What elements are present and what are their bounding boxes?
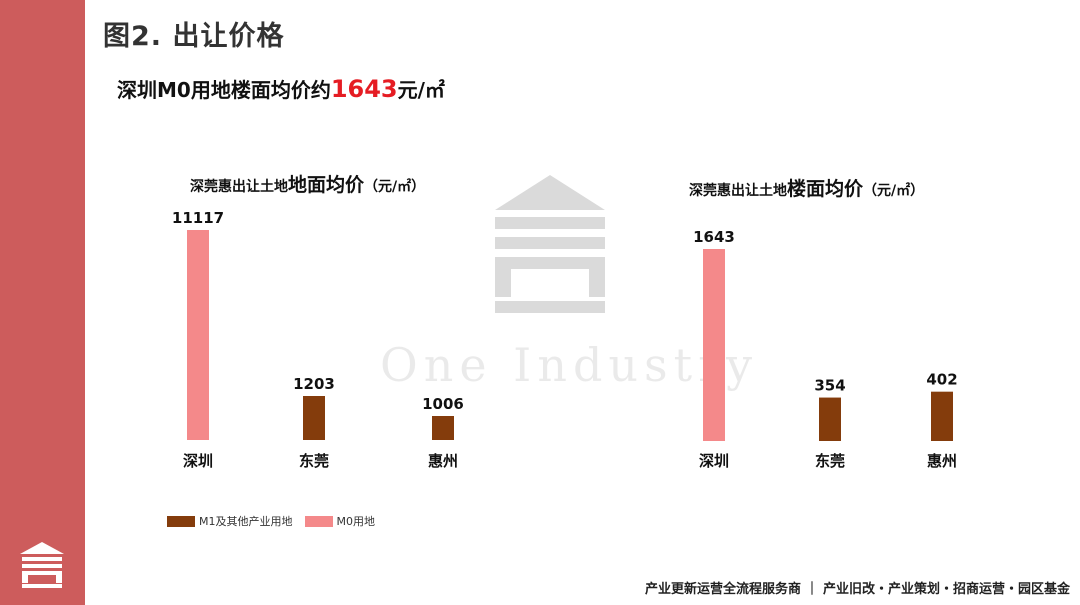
chart-2-value-label-3: 402 bbox=[926, 371, 957, 389]
subtitle-prefix: 深圳M0用地楼面均价约 bbox=[117, 78, 331, 102]
chart-2-value-label-2: 354 bbox=[814, 377, 845, 395]
chart-1-value-label-3: 1006 bbox=[422, 395, 464, 413]
legend-swatch-m1 bbox=[167, 515, 195, 527]
chart-2-category-label-1: 深圳 bbox=[699, 452, 729, 470]
legend-item-m1: M1及其他产业用地 bbox=[167, 513, 293, 529]
chart-1-title-unit: （元/㎡） bbox=[364, 179, 426, 195]
chart-2-title-emphasis: 楼面均价 bbox=[787, 178, 864, 200]
chart-2-title-unit: （元/㎡） bbox=[863, 183, 925, 199]
legend-swatch-m0 bbox=[304, 515, 333, 527]
chart-1-title-emphasis: 地面均价 bbox=[288, 174, 365, 196]
chart-2-category-label-3: 惠州 bbox=[927, 452, 957, 470]
chart-2-title-prefix: 深莞惠出让土地 bbox=[689, 183, 787, 199]
brand-logo-icon bbox=[20, 542, 64, 588]
chart-2-category-label-2: 东莞 bbox=[815, 452, 845, 470]
page-title: 图2. 出让价格 bbox=[103, 21, 285, 52]
chart-2-bar-3 bbox=[931, 391, 953, 441]
page-subtitle: 深圳M0用地楼面均价约1643元/㎡ bbox=[117, 74, 445, 103]
subtitle-suffix: 元/㎡ bbox=[397, 78, 445, 102]
chart-1-title: 深莞惠出让土地地面均价（元/㎡） bbox=[190, 170, 425, 197]
legend-label-m0: M0用地 bbox=[336, 515, 376, 528]
watermark-text: One Industry bbox=[380, 338, 759, 392]
chart-2-bar-2 bbox=[819, 397, 841, 441]
watermark-logo-icon bbox=[495, 175, 605, 313]
chart-1-title-prefix: 深莞惠出让土地 bbox=[190, 179, 288, 195]
chart-2-value-label-1: 1643 bbox=[693, 228, 735, 246]
sidebar-band bbox=[0, 0, 85, 605]
subtitle-value: 1643 bbox=[330, 75, 398, 103]
chart-1-category-label-2: 东莞 bbox=[299, 452, 329, 470]
legend-item-m0: M0用地 bbox=[304, 513, 376, 529]
chart-1-bar-2 bbox=[303, 396, 325, 440]
chart-1-bar-3 bbox=[432, 416, 454, 440]
legend-label-m1: M1及其他产业用地 bbox=[199, 515, 293, 528]
chart-1-value-label-1: 11117 bbox=[172, 209, 224, 227]
chart-1-category-label-1: 深圳 bbox=[183, 452, 213, 470]
chart-1-value-label-2: 1203 bbox=[293, 375, 335, 393]
chart-1-bar-1 bbox=[187, 230, 209, 440]
chart-legend: M1及其他产业用地 M0用地 bbox=[167, 513, 387, 529]
chart-2-title: 深莞惠出让土地楼面均价（元/㎡） bbox=[689, 174, 924, 201]
chart-1-category-label-3: 惠州 bbox=[428, 452, 458, 470]
chart-2-bar-1 bbox=[703, 249, 725, 441]
page-footer: 产业更新运营全流程服务商 ｜ 产业旧改・产业策划・招商运营・园区基金 bbox=[644, 582, 1070, 597]
